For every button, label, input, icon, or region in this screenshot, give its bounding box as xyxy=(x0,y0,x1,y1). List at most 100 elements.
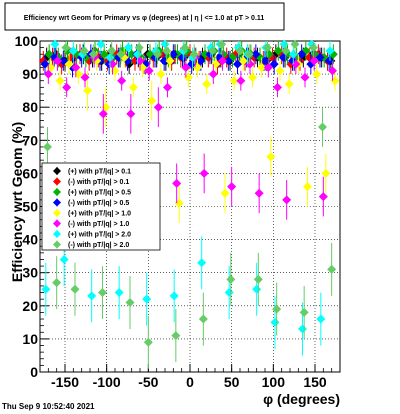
data-point xyxy=(116,49,126,59)
data-point xyxy=(62,82,72,92)
data-point xyxy=(70,284,80,294)
data-point xyxy=(169,291,179,301)
legend-marker xyxy=(53,209,61,217)
data-point xyxy=(168,49,178,59)
data-point xyxy=(61,43,71,53)
data-point xyxy=(59,254,69,264)
data-point xyxy=(220,188,230,198)
legend-label: (+) with pT/|q| > 1.0 xyxy=(68,211,131,218)
chart-title: Efficiency wrt Geom for Primary vs φ (de… xyxy=(24,15,265,22)
data-point xyxy=(80,72,90,82)
legend-label: (-) with pT/|q| > 2.0 xyxy=(68,242,129,249)
data-point xyxy=(117,76,127,86)
legend-label: (-) with pT/|q| > 1.0 xyxy=(68,221,129,228)
data-point xyxy=(324,56,334,66)
data-point xyxy=(300,72,310,82)
data-point xyxy=(156,69,166,79)
data-point xyxy=(290,39,300,49)
y-tick-label: 20 xyxy=(22,298,38,314)
data-point xyxy=(153,49,162,59)
legend-item: (-) with pT/|q| > 1.0 xyxy=(53,219,129,228)
data-point xyxy=(227,182,237,192)
data-point xyxy=(172,178,182,188)
data-point xyxy=(134,43,144,53)
data-point xyxy=(163,82,172,92)
data-point xyxy=(87,291,97,301)
series-8 xyxy=(43,39,337,369)
data-point xyxy=(143,337,153,347)
data-point xyxy=(142,294,152,304)
data-point xyxy=(315,53,325,63)
y-tick-label: 70 xyxy=(22,132,38,148)
data-point xyxy=(58,56,68,66)
data-point xyxy=(174,198,184,208)
data-point xyxy=(226,274,236,284)
data-point xyxy=(297,49,307,59)
data-point xyxy=(202,79,212,89)
y-tick-label: 60 xyxy=(22,165,38,181)
data-point xyxy=(270,317,280,327)
data-point xyxy=(83,86,92,96)
legend-item: (+) with pT/|q| > 0.5 xyxy=(53,188,131,197)
data-point xyxy=(272,304,282,314)
data-point xyxy=(318,122,327,132)
data-point xyxy=(99,49,109,59)
data-point xyxy=(144,66,154,76)
y-tick-label: 80 xyxy=(22,99,38,115)
data-point xyxy=(55,76,65,86)
data-point xyxy=(189,49,199,59)
x-tick-label: 100 xyxy=(262,374,286,390)
x-tick-label: -50 xyxy=(138,374,158,390)
legend-label: (+) with pT/|q| > 2.0 xyxy=(68,232,131,239)
data-point xyxy=(43,142,52,152)
data-point xyxy=(327,264,337,274)
data-point xyxy=(64,59,74,69)
data-point xyxy=(126,109,136,119)
x-axis-title: φ (degrees) xyxy=(263,391,340,407)
y-tick-label: 90 xyxy=(22,66,38,82)
y-tick-label: 40 xyxy=(22,232,38,248)
footer-timestamp: Thu Sep 9 10:52:40 2021 xyxy=(2,402,95,411)
data-point xyxy=(253,274,263,284)
data-point xyxy=(71,62,81,72)
data-point xyxy=(308,43,318,53)
data-point xyxy=(162,46,172,56)
x-tick-label: -150 xyxy=(51,374,79,390)
data-point xyxy=(181,62,191,72)
y-tick-label: 100 xyxy=(15,33,39,49)
legend-item: (-) with pT/|q| > 2.0 xyxy=(53,240,129,249)
data-point xyxy=(244,49,254,59)
data-point xyxy=(114,288,124,298)
data-point xyxy=(68,46,78,56)
data-point xyxy=(269,59,279,69)
data-point xyxy=(125,297,135,307)
data-point xyxy=(196,56,206,66)
data-point xyxy=(318,192,328,202)
data-point xyxy=(275,66,285,76)
points-layer xyxy=(38,39,340,369)
data-point xyxy=(330,76,340,86)
data-point xyxy=(199,168,209,178)
data-point xyxy=(43,69,53,79)
data-point xyxy=(235,46,245,56)
y-tick-label: 30 xyxy=(22,265,38,281)
data-point xyxy=(52,278,62,288)
data-point xyxy=(229,76,239,86)
data-point xyxy=(180,43,190,53)
data-point xyxy=(298,324,307,334)
data-point xyxy=(284,79,294,89)
data-point xyxy=(303,182,312,192)
legend-marker xyxy=(53,177,61,186)
legend-marker xyxy=(53,230,61,238)
data-point xyxy=(208,69,218,79)
data-point xyxy=(88,49,98,59)
data-point xyxy=(238,56,248,66)
data-point xyxy=(325,46,335,56)
data-point xyxy=(264,49,274,59)
data-point xyxy=(183,72,193,82)
x-tick-label: 50 xyxy=(224,374,240,390)
data-point xyxy=(107,46,117,56)
data-point xyxy=(281,46,291,56)
